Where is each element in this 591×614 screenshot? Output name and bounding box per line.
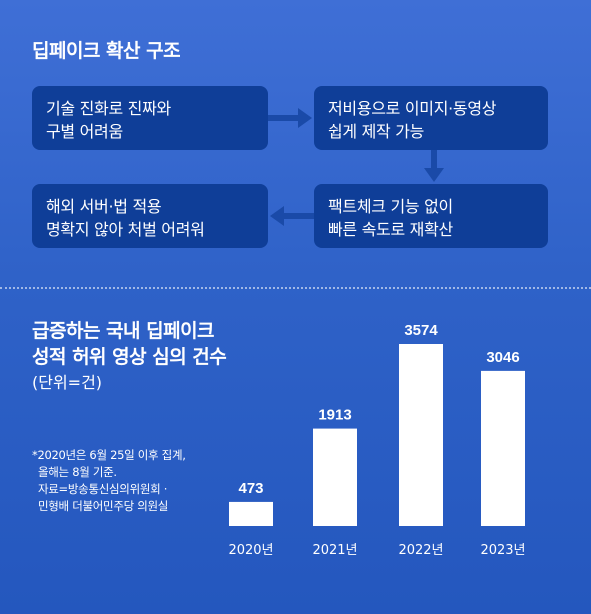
flow-step-3: 팩트체크 기능 없이 빠른 속도로 재확산 [314, 184, 548, 248]
flow-step-2: 저비용으로 이미지·동영상 쉽게 제작 가능 [314, 86, 548, 150]
bar-4 [481, 370, 525, 526]
flow-arrows [268, 108, 444, 226]
flow-step-1: 기술 진화로 진짜와 구별 어려움 [32, 86, 268, 150]
chart-note-line-3: 자료=방송통신심의위원회 · [38, 482, 168, 496]
arrow-left-icon [270, 206, 314, 226]
chart-title-line-1: 급증하는 국내 딥페이크 [32, 320, 215, 342]
arrow-down-icon [424, 150, 444, 182]
chart-note-line-2: 올해는 8월 기준. [38, 465, 117, 479]
chart-unit: (단위=건) [32, 373, 103, 392]
flow-step-1-line-2: 구별 어려움 [46, 122, 123, 141]
flow-step-4-line-1: 해외 서버·법 적용 [46, 197, 162, 216]
bar-3 [399, 344, 443, 526]
flow-step-1-line-1: 기술 진화로 진짜와 [46, 99, 171, 118]
chart-note-line-4: 민형배 더불어민주당 의원실 [38, 499, 169, 513]
x-tick-label-4: 2023년 [480, 543, 525, 558]
flow-step-3-line-2: 빠른 속도로 재확산 [328, 220, 453, 239]
flow-step-3-line-1: 팩트체크 기능 없이 [328, 197, 453, 216]
bar-value-label-2: 1913 [318, 407, 351, 424]
section-divider [0, 287, 591, 289]
bar-value-label-3: 3574 [404, 322, 438, 339]
x-tick-label-2: 2021년 [312, 543, 357, 558]
flow-step-2-line-2: 쉽게 제작 가능 [328, 122, 425, 141]
bar-2 [313, 428, 357, 526]
arrow-right-icon [268, 108, 312, 128]
chart-title-line-2: 성적 허위 영상 심의 건수 [32, 346, 227, 368]
flow-step-2-line-1: 저비용으로 이미지·동영상 [328, 99, 497, 118]
x-tick-label-1: 2020년 [228, 543, 273, 558]
flow-title: 딥페이크 확산 구조 [32, 40, 181, 62]
flow-step-4-line-2: 명확지 않아 처벌 어려워 [46, 220, 205, 239]
x-tick-label-3: 2022년 [398, 543, 443, 558]
flow-step-4: 해외 서버·법 적용 명확지 않아 처벌 어려워 [32, 184, 268, 248]
chart-note-line-1: *2020년은 6월 25일 이후 집계, [32, 448, 186, 462]
bar-value-label-4: 3046 [486, 349, 519, 366]
chart-note: *2020년은 6월 25일 이후 집계, 올해는 8월 기준. 자료=방송통신… [32, 447, 186, 515]
bar-1 [229, 501, 273, 526]
chart-title: 급증하는 국내 딥페이크 성적 허위 영상 심의 건수 [32, 318, 227, 370]
bar-value-label-1: 473 [238, 480, 263, 497]
